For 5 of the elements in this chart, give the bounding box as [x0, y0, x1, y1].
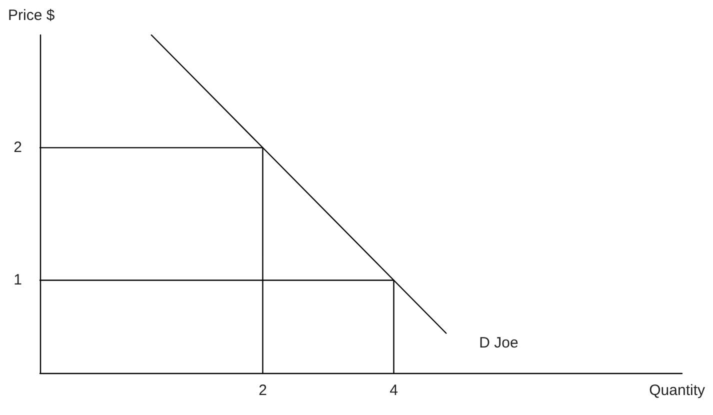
y-axis-title: Price $ — [8, 7, 56, 24]
x-axis-title: Quantity — [649, 382, 706, 399]
text: D Joe — [479, 334, 518, 352]
x-tick-label: 4 — [390, 382, 398, 399]
y-tick-label: 1 — [14, 272, 22, 289]
